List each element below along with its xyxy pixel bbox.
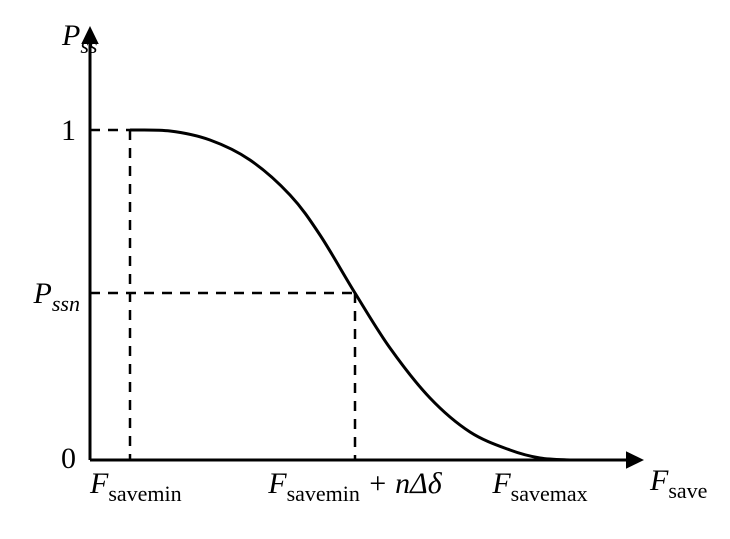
- curve: [130, 130, 570, 460]
- x-axis-label: Fsave: [649, 464, 707, 503]
- y-tick-pssn: Pssn: [33, 277, 80, 316]
- x-tick-fsavemax: Fsavemax: [491, 467, 587, 506]
- x-tick-fsavemin: Fsavemin: [89, 467, 182, 506]
- y-tick-0: 0: [61, 442, 76, 475]
- y-tick-1: 1: [61, 114, 76, 147]
- x-axis-arrowhead: [626, 451, 644, 469]
- guide-lines: [90, 130, 355, 460]
- y-axis-label: Pss: [61, 19, 97, 58]
- x-tick-fsavemin-plus-ndelta: Fsavemin + nΔδ: [267, 467, 443, 506]
- diagram-canvas: Pss Fsave 1 Pssn 0 Fsavemin Fsavemin + n…: [0, 0, 730, 539]
